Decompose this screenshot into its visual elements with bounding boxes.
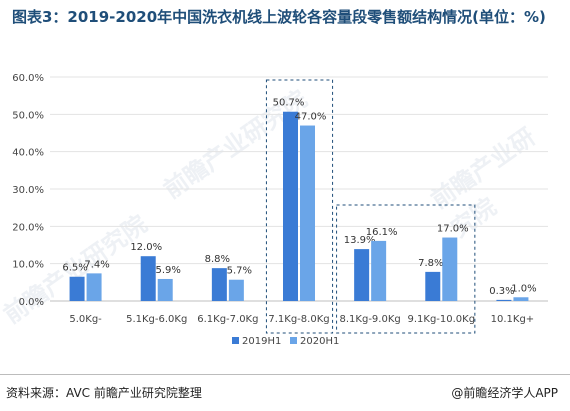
data-label: 12.0% (130, 242, 162, 253)
bar-2019H1 (283, 111, 298, 301)
bar-2020H1 (86, 273, 102, 301)
data-label: 6.5% (62, 263, 87, 274)
data-label: 13.9% (344, 235, 376, 246)
bar-2019H1 (211, 268, 227, 301)
data-label: 16.1% (366, 227, 398, 238)
y-tick-label: 20.0% (12, 222, 44, 233)
data-label: 1.0% (511, 283, 536, 294)
legend-label: 2020H1 (300, 336, 339, 347)
bar-2020H1 (371, 240, 387, 301)
bar-2020H1 (300, 125, 315, 302)
bar-2019H1 (354, 249, 370, 301)
bar-2020H1 (442, 237, 458, 301)
data-label: 8.8% (205, 254, 230, 265)
data-label: 5.7% (227, 266, 252, 277)
x-tick-label: 6.1Kg-7.0Kg (197, 314, 258, 325)
legend-label: 2019H1 (242, 336, 281, 347)
data-label: 47.0% (295, 112, 327, 123)
x-tick-label: 5.1Kg-6.0Kg (126, 314, 187, 325)
x-tick-label: 10.1Kg+ (491, 314, 535, 325)
bar-2019H1 (69, 276, 85, 301)
bar-chart: 0.0%10.0%20.0%30.0%40.0%50.0%60.0%6.5%7.… (12, 73, 548, 347)
y-tick-label: 0.0% (19, 297, 44, 308)
bar-2020H1 (513, 297, 529, 301)
chart-title: 图表3：2019-2020年中国洗衣机线上波轮各容量段零售额结构情况(单位：%) (12, 8, 546, 26)
data-label: 50.7% (273, 98, 305, 109)
data-label: 7.4% (84, 259, 109, 270)
x-tick-label: 8.1Kg-9.0Kg (340, 314, 401, 325)
y-tick-label: 60.0% (12, 73, 44, 84)
bar-2019H1 (140, 256, 156, 301)
x-tick-label: 7.1Kg-8.0Kg (268, 314, 329, 325)
brand-label: @前瞻经济学人APP (451, 386, 558, 400)
bar-2020H1 (157, 278, 173, 301)
data-label: 0.3% (489, 286, 514, 297)
bar-2019H1 (496, 299, 512, 301)
bar-2020H1 (228, 279, 244, 301)
data-label: 5.9% (156, 265, 181, 276)
x-tick-label: 9.1Kg-10.0Kg (407, 314, 475, 325)
legend-swatch (290, 337, 297, 344)
y-tick-label: 40.0% (12, 148, 44, 159)
source-note: 资料来源：AVC 前瞻产业研究院整理 (6, 386, 202, 400)
highlight-box (265, 79, 334, 334)
highlight-box (336, 204, 476, 334)
legend-swatch (232, 337, 239, 344)
footer-divider (0, 374, 570, 375)
y-tick-label: 50.0% (12, 110, 44, 121)
x-tick-label: 5.0Kg- (69, 314, 102, 325)
bar-2019H1 (425, 271, 441, 301)
y-tick-label: 30.0% (12, 185, 44, 196)
data-label: 17.0% (437, 224, 469, 235)
y-tick-label: 10.0% (12, 260, 44, 271)
data-label: 7.8% (418, 258, 443, 269)
